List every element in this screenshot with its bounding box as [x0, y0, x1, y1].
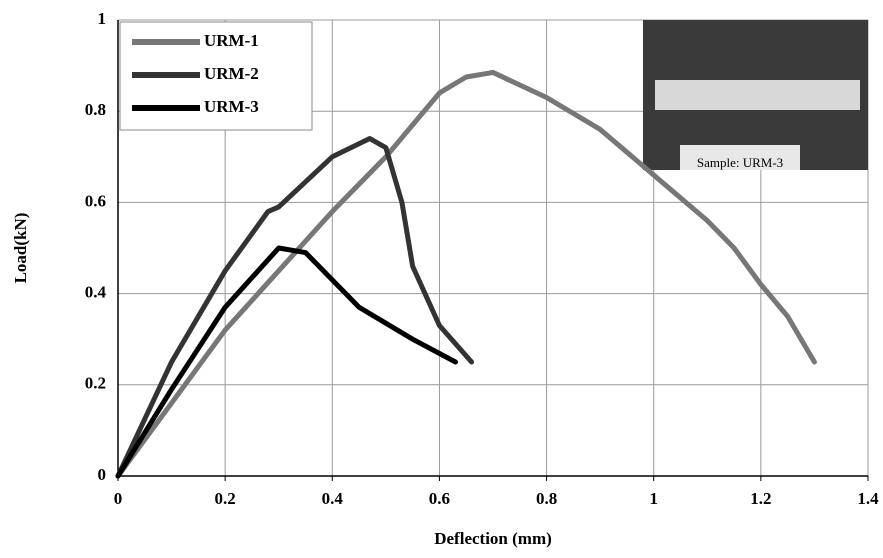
x-tick-label: 1.2	[750, 489, 771, 508]
legend-label: URM-2	[204, 64, 259, 83]
legend-label: URM-1	[204, 31, 259, 50]
x-tick-label: 0	[114, 489, 123, 508]
y-tick-label: 0.2	[85, 374, 106, 393]
series-line	[115, 245, 458, 479]
x-axis-label: Deflection (mm)	[434, 529, 552, 548]
x-tick-label: 0.4	[322, 489, 344, 508]
y-tick-label: 0.4	[85, 283, 107, 302]
x-tick-label: 1	[649, 489, 658, 508]
inset-beam	[655, 80, 860, 110]
legend-label: URM-3	[204, 97, 259, 116]
inset-label	[680, 145, 800, 170]
y-axis-label: Load(kN)	[11, 213, 30, 284]
y-tick-label: 0	[98, 465, 107, 484]
y-tick-label: 0.8	[85, 100, 106, 119]
series-line	[115, 136, 475, 479]
x-tick-label: 0.6	[429, 489, 450, 508]
x-tick-label: 0.8	[536, 489, 557, 508]
x-tick-label: 0.2	[215, 489, 236, 508]
x-tick-label: 1.4	[857, 489, 879, 508]
y-tick-label: 0.6	[85, 191, 106, 210]
y-tick-label: 1	[98, 9, 107, 28]
series-line	[115, 69, 817, 479]
inset-text: Sample: URM-3	[697, 155, 783, 170]
